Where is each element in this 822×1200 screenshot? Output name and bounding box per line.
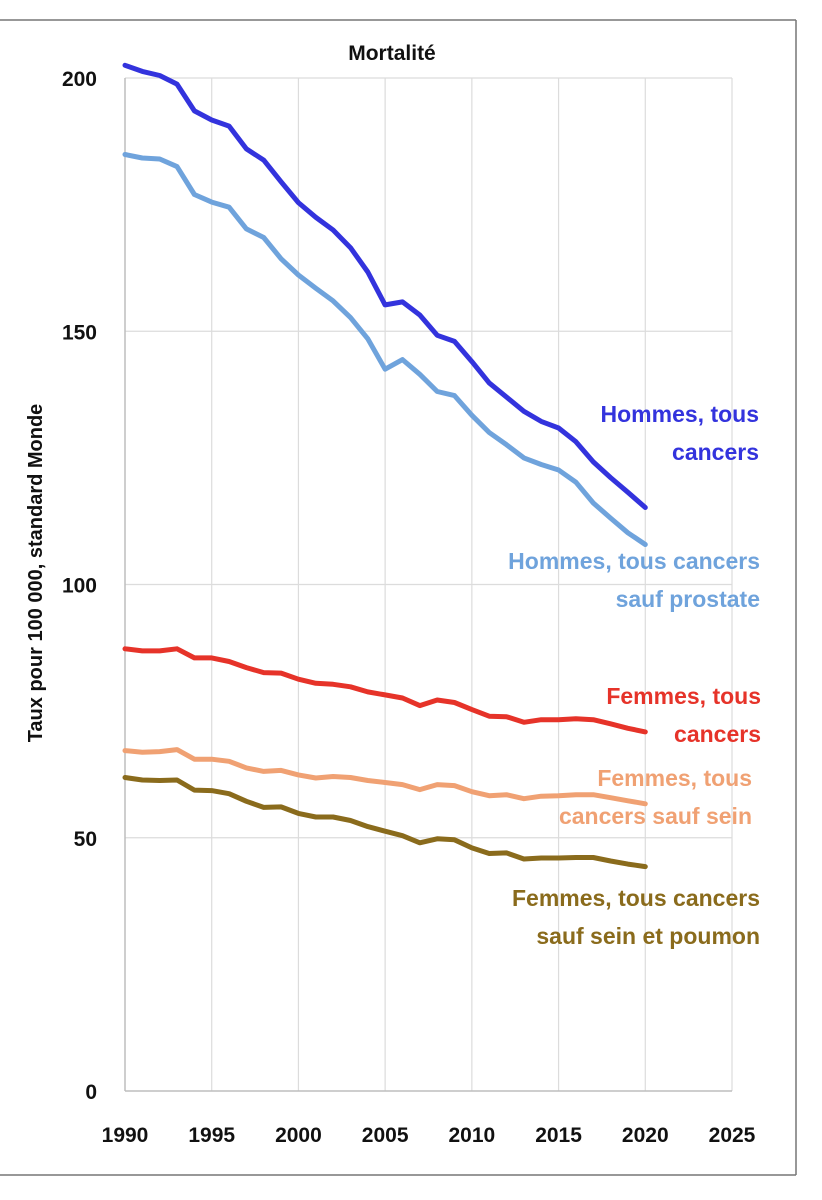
series-label-line: sauf sein et poumon <box>536 923 760 949</box>
x-tick-label: 2015 <box>535 1124 582 1147</box>
series-line <box>122 62 648 510</box>
y-tick-label: 150 <box>62 321 97 344</box>
x-tick-label: 1995 <box>188 1124 235 1147</box>
series-label-line: cancers <box>672 439 759 465</box>
series-line <box>122 646 648 735</box>
y-tick-label: 0 <box>85 1081 97 1104</box>
series-label-line: Hommes, tous <box>601 401 759 427</box>
y-tick-label: 100 <box>62 575 97 598</box>
series-line <box>122 775 648 870</box>
series-label-line: Femmes, tous <box>606 683 761 709</box>
series-labels: Hommes, tous cancers Hommes, tous cancers s… <box>508 401 761 949</box>
x-tick-label: 2005 <box>362 1124 409 1147</box>
x-tick-label: 2020 <box>622 1124 669 1147</box>
x-tick-label: 2000 <box>275 1124 322 1147</box>
series-label-line: Femmes, tous <box>597 765 752 791</box>
series-label-line: cancers <box>674 721 761 747</box>
x-tick-label: 1990 <box>102 1124 149 1147</box>
series-label-line: Femmes, tous cancers <box>512 885 760 911</box>
x-tick-label: 2010 <box>448 1124 495 1147</box>
chart-title: Mortalité <box>348 42 436 65</box>
series-label-line: sauf prostate <box>616 586 760 612</box>
y-tick-labels: 0 50 100 150 200 <box>62 68 97 1104</box>
y-tick-label: 200 <box>62 68 97 91</box>
y-tick-label: 50 <box>74 828 97 851</box>
y-axis-label: Taux pour 100 000, standard Monde <box>25 404 47 743</box>
x-tick-labels: 1990 1995 2000 2005 2010 2015 2020 2025 <box>102 1124 756 1147</box>
series-label-line: Hommes, tous cancers <box>508 548 760 574</box>
x-tick-label: 2025 <box>709 1124 756 1147</box>
axes <box>124 78 732 1092</box>
gridlines <box>125 77 733 1091</box>
series-lines <box>122 62 648 870</box>
series-label-line: cancers sauf sein <box>559 803 752 829</box>
series-line <box>122 747 648 807</box>
series-line <box>122 152 648 547</box>
